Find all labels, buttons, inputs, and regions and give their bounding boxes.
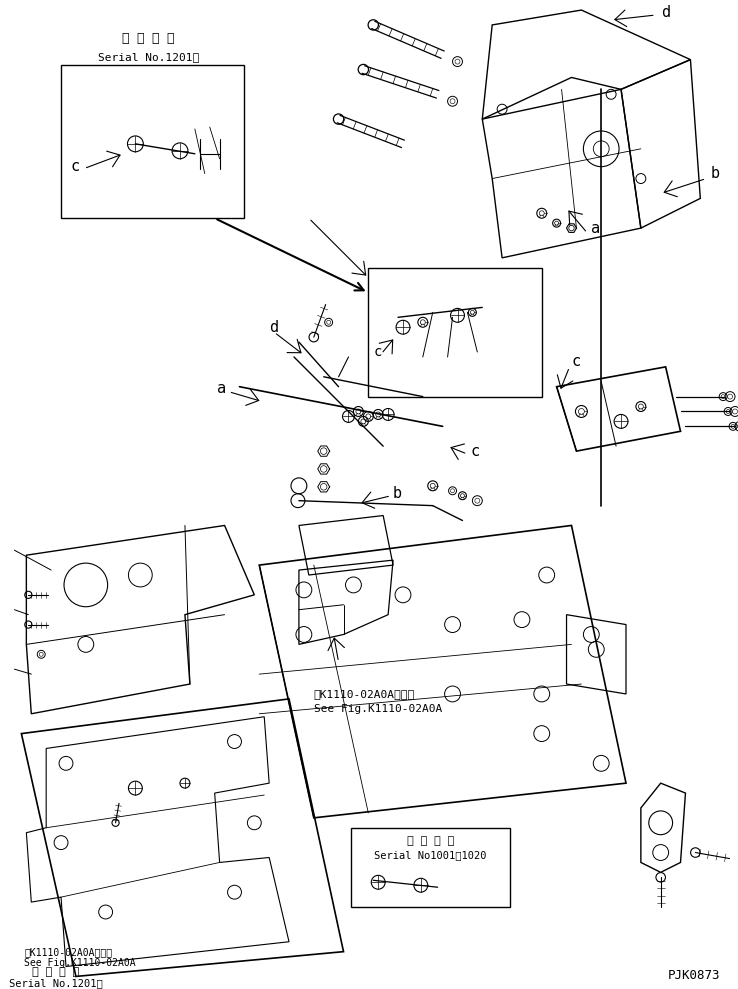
Text: 適 用 号 機: 適 用 号 機: [407, 836, 455, 846]
Text: 第K1110-02A0A図参照: 第K1110-02A0A図参照: [24, 946, 112, 956]
Text: 適 用 号 機: 適 用 号 機: [32, 967, 80, 977]
Text: c: c: [571, 354, 581, 370]
Text: See Fig.K1110-02A0A: See Fig.K1110-02A0A: [314, 704, 442, 714]
Text: a: a: [218, 381, 227, 397]
Text: 適 用 号 機: 適 用 号 機: [122, 32, 174, 45]
Bar: [61, 64, 244, 219]
Text: c: c: [373, 345, 382, 359]
Text: d: d: [661, 5, 670, 20]
Text: b: b: [710, 166, 720, 181]
Bar: [368, 268, 542, 397]
Text: c: c: [71, 159, 80, 174]
Text: b: b: [393, 487, 402, 501]
Text: 第K1110-02A0A図参照: 第K1110-02A0A図参照: [314, 689, 415, 699]
Text: d: d: [269, 319, 278, 334]
Text: Serial No.1201～: Serial No.1201～: [9, 978, 103, 988]
Text: Serial No.1201～: Serial No.1201～: [97, 51, 199, 61]
Text: c: c: [470, 444, 480, 459]
Text: Serial No1001～1020: Serial No1001～1020: [374, 851, 487, 860]
Bar: [351, 828, 510, 907]
Text: PJK0873: PJK0873: [668, 969, 720, 982]
Text: a: a: [591, 221, 601, 235]
Text: See Fig.K1110-02A0A: See Fig.K1110-02A0A: [24, 957, 136, 967]
